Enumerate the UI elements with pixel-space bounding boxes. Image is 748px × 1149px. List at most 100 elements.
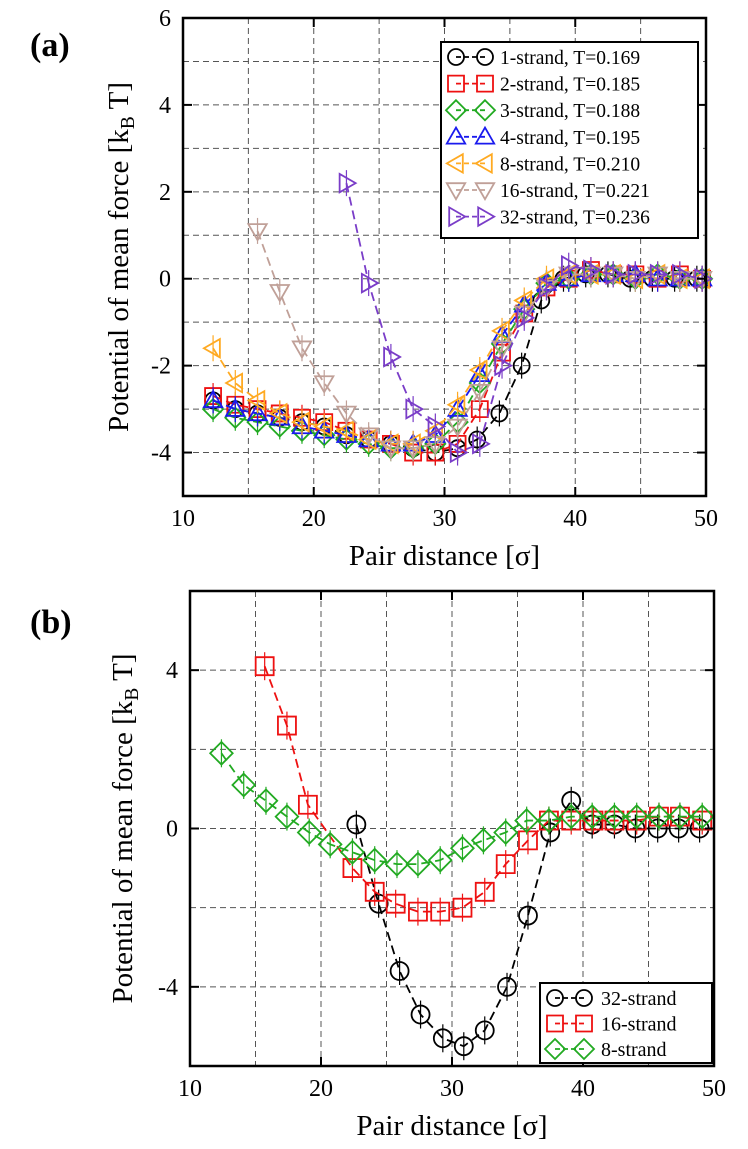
panel-b-data-point [389,961,410,981]
panel-b-data-point [497,976,517,997]
panel-a-legend-entry: 32-strand, T=0.236 [448,205,650,229]
panel-a-legend-marker [444,152,464,175]
panel-b-y-axis-label-end: T] [107,653,139,687]
panel-b-legend-label: 32-strand [601,988,677,1010]
panel-b-data-point [624,804,650,830]
panel-a-legend-box [440,41,699,239]
panel-b-legend-marker [546,1014,564,1033]
panel-a-data-point [202,389,224,409]
panel-a-data-point [246,402,269,422]
panel-b-data-point [626,810,647,831]
panel-b-data-point [647,818,668,839]
panel-a-legend-entry: 2-strand, T=0.185 [447,74,640,96]
panel-b-data-point [536,808,562,834]
panel-b-data-point [540,822,561,843]
panel-a-data-point [335,405,358,425]
panel-b-data-point [432,1028,453,1049]
panel-b-legend-marker [575,989,593,1007]
panel-b-data-point [518,905,538,926]
panel-a-legend-label: 4-strand, T=0.195 [500,128,640,149]
panel-a-x-tick-label: 40 [563,506,587,532]
panel-a-y-tick-label: 6 [159,6,171,32]
panel-a-data-point [357,427,380,447]
panel-b-y-axis-label-main: Potential of mean force [k [107,700,139,1003]
panel-a-legend-marker [445,182,467,202]
panel-a-data-point [446,393,466,416]
panel-a-data-point [426,443,445,462]
panel-b-data-point [274,804,300,830]
panel-b-data-point [474,1020,495,1041]
panel-a-data-point [268,284,291,303]
panel-a-data-point [516,307,536,329]
panel-a-legend-marker [473,98,497,122]
panel-b-data-point [296,819,322,845]
panel-a-data-point [201,397,225,421]
panel-a-y-axis-label: Potential of mean force [kB T] [103,82,139,432]
panel-b-y-tick-label: 4 [166,658,178,684]
panel-b-data-point [558,804,584,830]
panel-a-legend-label: 1-strand, T=0.169 [500,48,640,69]
panel-b-x-tick-label: 40 [571,1076,595,1102]
panel-a-data-point [380,440,402,460]
panel-a-x-tick-label: 10 [171,506,195,532]
panel-a-legend-entry: 16-strand, T=0.221 [445,181,650,202]
panel-a-legend-label: 32-strand, T=0.236 [500,208,650,229]
panel-a-data-point [512,356,531,375]
panel-b-data-point [453,1036,474,1057]
panel-b-data-point [692,810,713,831]
panel-b-x-axis-label: Pair distance [σ] [356,1110,547,1142]
panel-b-data-point [430,901,451,922]
panel-a-data-point [224,398,247,417]
panel-b-data-point [625,818,646,839]
panel-b-data-point [449,835,476,861]
panel-b-data-point [646,804,672,830]
panel-a-data-point [427,415,447,438]
panel-b-y-tick-label: -4 [158,975,178,1001]
panel-a-y-tick-label: 4 [159,93,171,119]
panel-b-legend: 32-strand 16-strand 8-strand [539,982,713,1064]
panel-b-data-point [362,847,388,873]
panel-a-y-tick-label: 0 [159,267,171,293]
panel-b-data-point [601,804,627,830]
panel-a-x-tick-label: 20 [302,506,326,532]
panel-b-legend-marker [575,1014,593,1033]
panel-a-legend-marker [447,48,465,66]
panel-a-legend-marker [445,125,467,145]
panel-a-data-point [535,267,555,290]
panel-a-series-7 [338,170,714,466]
panel-a-data-point [313,415,332,438]
panel-a-data-point [402,440,424,460]
panel-a-data-point [491,320,510,342]
panel-b-series-2 [254,652,713,926]
panel-a-legend-marker [448,205,468,228]
panel-a-data-point [338,172,358,194]
panel-b-data-point [493,819,519,845]
panel-a-legend-marker [474,182,496,202]
panel-b-data-point [339,839,365,865]
panel-a-data-point [246,410,269,434]
panel-a-legend-label: 8-strand, T=0.210 [500,154,640,175]
panel-b-data-point [346,814,367,835]
panel-a-data-point [494,354,514,377]
panel-a-y-axis-label-main: Potential of mean force [k [103,129,135,432]
panel-a-legend-label: 3-strand, T=0.188 [500,101,640,122]
panel-b-data-point [583,810,604,831]
panel-a-y-tick-label: -2 [151,354,171,380]
panel-a-data-point [202,337,221,360]
panel-b-y-axis-label: Potential of mean force [kB T] [107,653,143,1003]
panel-a-label: (a) [30,27,70,64]
panel-a-data-point [404,443,423,462]
panel-b-data-point [231,772,257,798]
panel-a-data-point [224,406,247,430]
panel-a-data-point [405,398,425,420]
panel-b-y-tick-label: 0 [166,817,178,843]
panel-a-legend: 1-strand, T=0.169 2-strand, T=0.185 3-stra… [440,41,699,239]
panel-b-data-point [364,881,385,902]
panel-b-label: (b) [30,604,72,641]
panel-b-data-point [253,788,279,814]
panel-a-legend-marker [447,74,465,93]
panel-b-legend-box [539,982,713,1064]
panel-a-legend-marker [444,98,468,122]
panel-a-data-point [383,346,402,368]
panel-a-data-point [605,263,625,286]
